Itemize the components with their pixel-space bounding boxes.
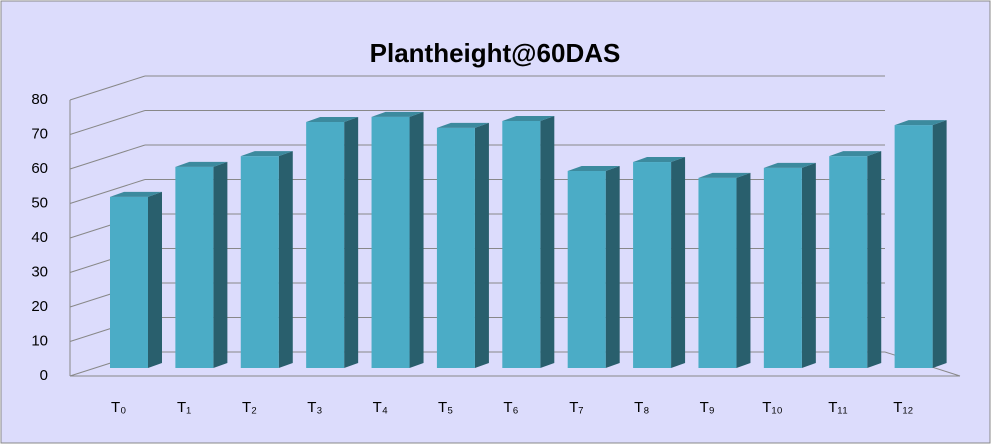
x-tick-label: T₉	[700, 399, 715, 416]
bar-side	[736, 172, 751, 368]
x-tick-label: T₁₂	[893, 399, 913, 416]
bar-side	[801, 162, 816, 368]
bar	[110, 196, 148, 368]
bar	[894, 125, 933, 369]
bar	[502, 120, 541, 368]
grid-depth	[69, 110, 146, 135]
bar-top	[240, 151, 293, 157]
y-tick-label: 60	[31, 160, 48, 177]
y-tick-label: 70	[31, 125, 48, 142]
bar	[829, 156, 868, 368]
bar-side	[867, 151, 882, 368]
bar-top	[110, 191, 162, 197]
x-tick-label: T₄	[373, 399, 388, 416]
bar-top	[894, 120, 947, 126]
bar	[306, 122, 345, 368]
y-tick-label: 30	[31, 263, 48, 280]
grid-depth	[69, 75, 146, 101]
bar-top	[698, 172, 751, 178]
x-tick-label: T₁₀	[762, 399, 782, 416]
x-tick-label: T₅	[438, 399, 453, 416]
bar-side	[344, 117, 359, 368]
bar	[371, 116, 410, 368]
y-tick-label: 10	[31, 332, 48, 349]
bar	[698, 177, 737, 368]
bar-top	[436, 122, 489, 128]
bar-top	[633, 157, 686, 163]
bar-top	[175, 161, 228, 167]
bar	[763, 167, 802, 368]
bar-top	[567, 166, 620, 172]
bar	[175, 166, 214, 368]
x-tick-label: T₃	[307, 399, 322, 416]
bar-side	[605, 166, 620, 368]
x-tick-label: T₆	[503, 399, 518, 416]
bar-side	[278, 151, 293, 368]
x-tick-label: T₂	[242, 399, 257, 416]
y-tick-label: 40	[31, 229, 48, 246]
x-tick-label: T₀	[111, 399, 126, 416]
bar	[240, 156, 279, 368]
bar-side	[540, 115, 555, 368]
y-tick-label: 80	[31, 91, 48, 108]
bar-side	[213, 161, 228, 368]
bar-top	[829, 151, 882, 157]
y-tick-label: 0	[40, 367, 48, 384]
x-tick-label: T₁₁	[828, 399, 847, 416]
bar	[633, 162, 672, 368]
bar-side	[932, 120, 947, 369]
bar-top	[763, 162, 816, 168]
y-tick-label: 50	[31, 194, 48, 211]
bar-side	[671, 157, 686, 368]
bar-top	[306, 117, 359, 123]
y-tick-label: 20	[31, 298, 48, 315]
grid-depth	[69, 144, 146, 170]
x-tick-label: T₈	[634, 399, 649, 416]
x-tick-label: T₇	[569, 399, 583, 416]
bar	[567, 171, 606, 368]
x-tick-label: T₁	[177, 399, 191, 416]
bar-side	[409, 111, 424, 368]
bar-side	[474, 122, 489, 368]
bar-top	[502, 115, 555, 121]
bar-top	[371, 111, 424, 117]
bar	[436, 127, 475, 368]
grid-depth	[69, 179, 146, 204]
bar-side	[148, 191, 162, 368]
chart-title: Plantheight@60DAS	[370, 38, 621, 68]
